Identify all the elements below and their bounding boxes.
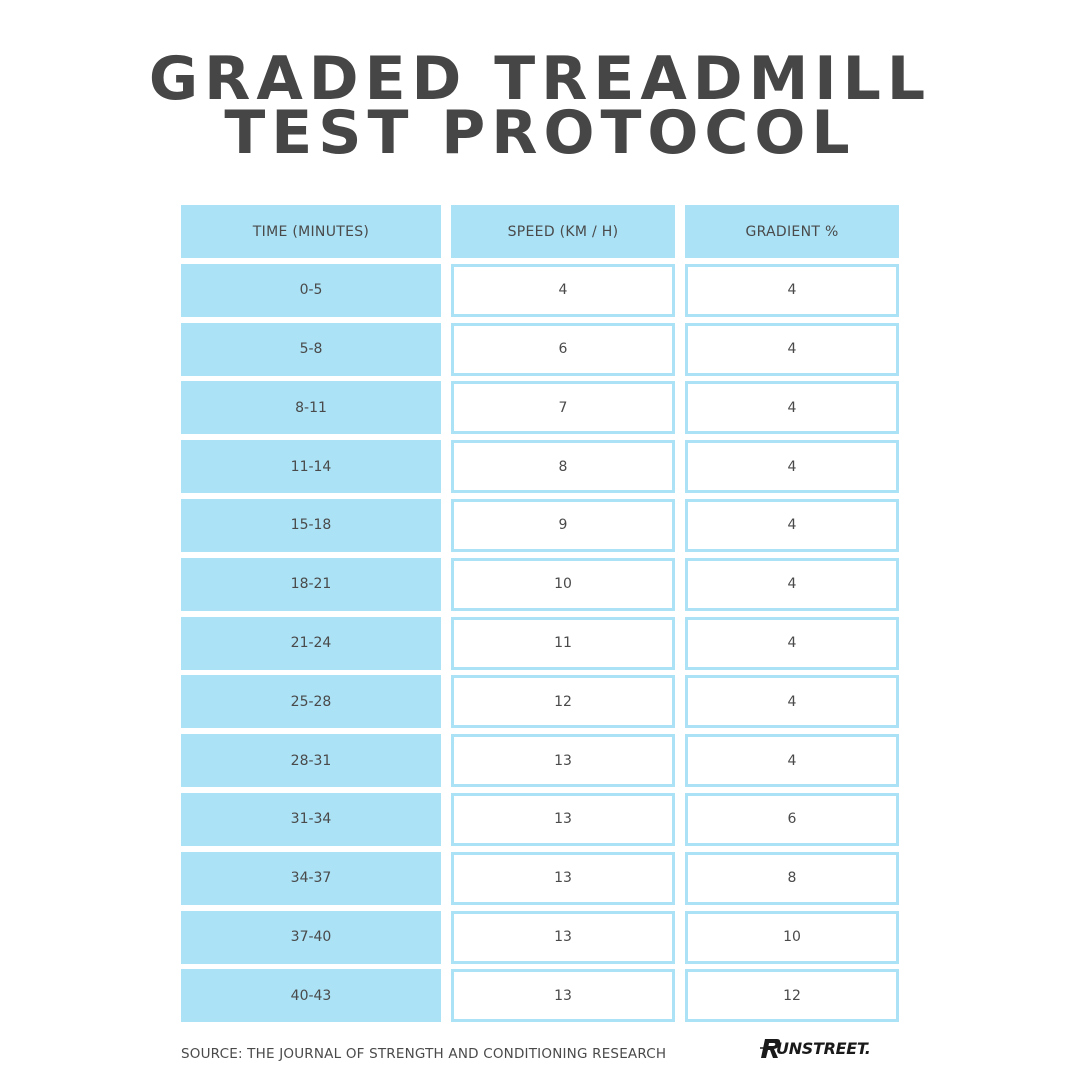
time-cell: 37-40 xyxy=(181,910,441,964)
gradient-cell: 8 xyxy=(685,851,899,905)
time-cell: 8-11 xyxy=(181,381,441,435)
time-cell: 25-28 xyxy=(181,675,441,729)
table-row: 0-5 4 4 xyxy=(181,263,899,317)
speed-cell: 4 xyxy=(451,263,675,317)
header-time: TIME (MINUTES) xyxy=(181,205,441,258)
runstreet-logo: UNSTREET. xyxy=(760,1036,906,1062)
logo-wordmark: UNSTREET. xyxy=(776,1039,871,1058)
speed-cell: 7 xyxy=(451,381,675,435)
gradient-cell: 4 xyxy=(685,381,899,435)
table-header-row: TIME (MINUTES) SPEED (KM / H) GRADIENT % xyxy=(181,205,899,258)
speed-cell: 13 xyxy=(451,851,675,905)
speed-cell: 12 xyxy=(451,675,675,729)
time-cell: 28-31 xyxy=(181,734,441,788)
runstreet-r-icon xyxy=(760,1039,781,1058)
table-row: 40-43 13 12 xyxy=(181,969,899,1023)
speed-cell: 11 xyxy=(451,616,675,670)
gradient-cell: 6 xyxy=(685,792,899,846)
speed-cell: 13 xyxy=(451,910,675,964)
time-cell: 40-43 xyxy=(181,969,441,1023)
time-cell: 34-37 xyxy=(181,851,441,905)
time-cell: 21-24 xyxy=(181,616,441,670)
gradient-cell: 4 xyxy=(685,734,899,788)
table-row: 11-14 8 4 xyxy=(181,440,899,494)
protocol-table: TIME (MINUTES) SPEED (KM / H) GRADIENT %… xyxy=(181,205,899,1028)
header-speed: SPEED (KM / H) xyxy=(451,205,675,258)
gradient-cell: 4 xyxy=(685,498,899,552)
time-cell: 15-18 xyxy=(181,498,441,552)
time-cell: 11-14 xyxy=(181,440,441,494)
table-row: 18-21 10 4 xyxy=(181,557,899,611)
time-cell: 5-8 xyxy=(181,322,441,376)
speed-cell: 8 xyxy=(451,440,675,494)
time-cell: 18-21 xyxy=(181,557,441,611)
speed-cell: 13 xyxy=(451,969,675,1023)
table-row: 15-18 9 4 xyxy=(181,498,899,552)
gradient-cell: 12 xyxy=(685,969,899,1023)
table-row: 28-31 13 4 xyxy=(181,734,899,788)
table-row: 8-11 7 4 xyxy=(181,381,899,435)
time-cell: 31-34 xyxy=(181,792,441,846)
time-cell: 0-5 xyxy=(181,263,441,317)
speed-cell: 9 xyxy=(451,498,675,552)
speed-cell: 13 xyxy=(451,792,675,846)
table-row: 34-37 13 8 xyxy=(181,851,899,905)
gradient-cell: 4 xyxy=(685,557,899,611)
source-citation: SOURCE: THE JOURNAL OF STRENGTH AND COND… xyxy=(181,1046,667,1062)
table-row: 31-34 13 6 xyxy=(181,792,899,846)
header-gradient: GRADIENT % xyxy=(685,205,899,258)
gradient-cell: 4 xyxy=(685,440,899,494)
title-line-2: TEST PROTOCOL xyxy=(224,98,856,168)
table-row: 5-8 6 4 xyxy=(181,322,899,376)
speed-cell: 10 xyxy=(451,557,675,611)
gradient-cell: 4 xyxy=(685,616,899,670)
gradient-cell: 10 xyxy=(685,910,899,964)
table-row: 21-24 11 4 xyxy=(181,616,899,670)
page-title: GRADED TREADMILL TEST PROTOCOL xyxy=(0,44,1080,168)
table-row: 25-28 12 4 xyxy=(181,675,899,729)
table-row: 37-40 13 10 xyxy=(181,910,899,964)
gradient-cell: 4 xyxy=(685,322,899,376)
gradient-cell: 4 xyxy=(685,675,899,729)
title-line-1: GRADED TREADMILL xyxy=(148,44,932,114)
speed-cell: 6 xyxy=(451,322,675,376)
speed-cell: 13 xyxy=(451,734,675,788)
gradient-cell: 4 xyxy=(685,263,899,317)
